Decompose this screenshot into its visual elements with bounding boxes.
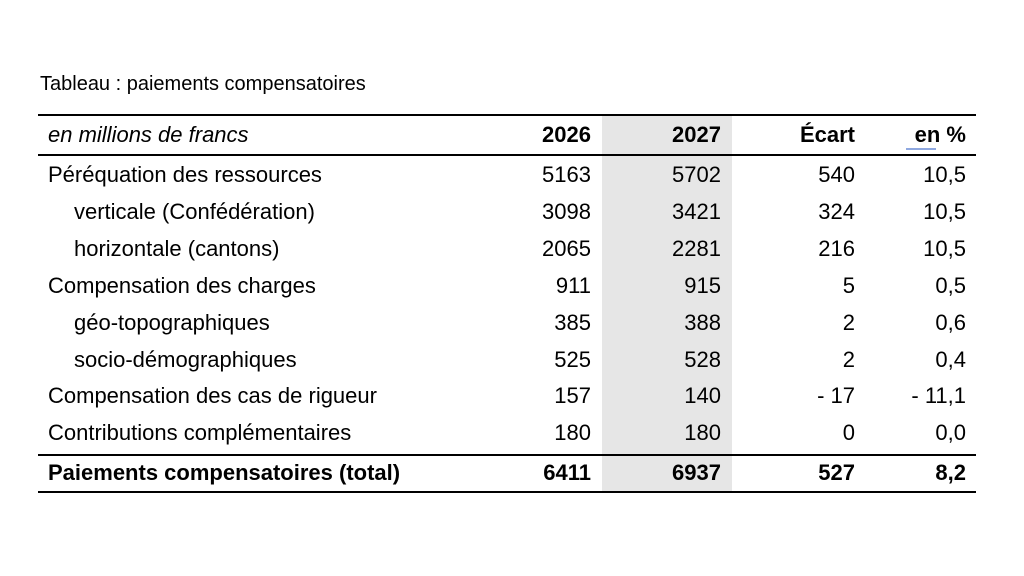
row-value: 525 <box>554 346 591 372</box>
row-label: Péréquation des ressources <box>48 162 322 187</box>
row-value: - 11,1 <box>911 383 966 409</box>
row-value: 180 <box>554 420 591 446</box>
row-value: 540 <box>818 162 855 187</box>
row-value: 2281 <box>672 235 721 261</box>
spell-underline <box>906 148 936 150</box>
header-cell: Écart <box>799 122 855 147</box>
row-value: - 17 <box>817 383 855 409</box>
row-value: 324 <box>818 198 855 224</box>
row-value: 0,0 <box>935 420 966 446</box>
row-value: 10,5 <box>923 162 966 187</box>
row-value: 0,4 <box>935 346 966 372</box>
row-label: socio-démographiques <box>74 346 297 372</box>
row-value: 216 <box>818 235 855 261</box>
total-value: 6411 <box>543 460 591 485</box>
bottom-rule <box>38 491 976 493</box>
header-rule <box>38 154 976 156</box>
row-value: 915 <box>684 272 721 298</box>
row-label: géo-topographiques <box>74 309 270 335</box>
row-value: 157 <box>554 383 591 409</box>
row-value: 528 <box>684 346 721 372</box>
row-value: 0,6 <box>935 309 966 335</box>
top-rule <box>38 114 976 116</box>
total-value: 8,2 <box>935 460 966 485</box>
caption: Tableau : paiements compensatoires <box>40 73 366 95</box>
column-shade <box>602 116 732 492</box>
total-value: 6937 <box>672 460 721 485</box>
total-value: 527 <box>818 460 855 485</box>
row-value: 140 <box>684 383 721 409</box>
header-cell: 2026 <box>542 122 591 147</box>
row-value: 180 <box>684 420 721 446</box>
row-value: 388 <box>684 309 721 335</box>
row-value: 5 <box>842 272 855 298</box>
row-value: 0 <box>842 420 855 446</box>
header-cell: en % <box>914 122 966 147</box>
row-value: 5702 <box>672 162 721 187</box>
header-cell: en millions de francs <box>48 122 249 147</box>
row-value: 2 <box>842 309 855 335</box>
row-label: Compensation des cas de rigueur <box>48 383 377 409</box>
row-value: 0,5 <box>935 272 966 298</box>
row-label: Contributions complémentaires <box>48 420 352 446</box>
row-label: verticale (Confédération) <box>74 198 315 224</box>
row-value: 3098 <box>542 198 591 224</box>
row-value: 5163 <box>542 162 591 187</box>
total-rule <box>38 454 976 456</box>
header-cell: 2027 <box>672 122 721 147</box>
row-label: horizontale (cantons) <box>74 235 280 261</box>
row-value: 3421 <box>672 198 721 224</box>
total-label: Paiements compensatoires (total) <box>48 460 401 485</box>
row-value: 911 <box>555 272 591 298</box>
row-value: 10,5 <box>923 198 966 224</box>
row-value: 10,5 <box>923 235 966 261</box>
row-label: Compensation des charges <box>48 272 316 298</box>
row-value: 2065 <box>542 235 591 261</box>
row-value: 2 <box>842 346 855 372</box>
row-value: 385 <box>554 309 591 335</box>
